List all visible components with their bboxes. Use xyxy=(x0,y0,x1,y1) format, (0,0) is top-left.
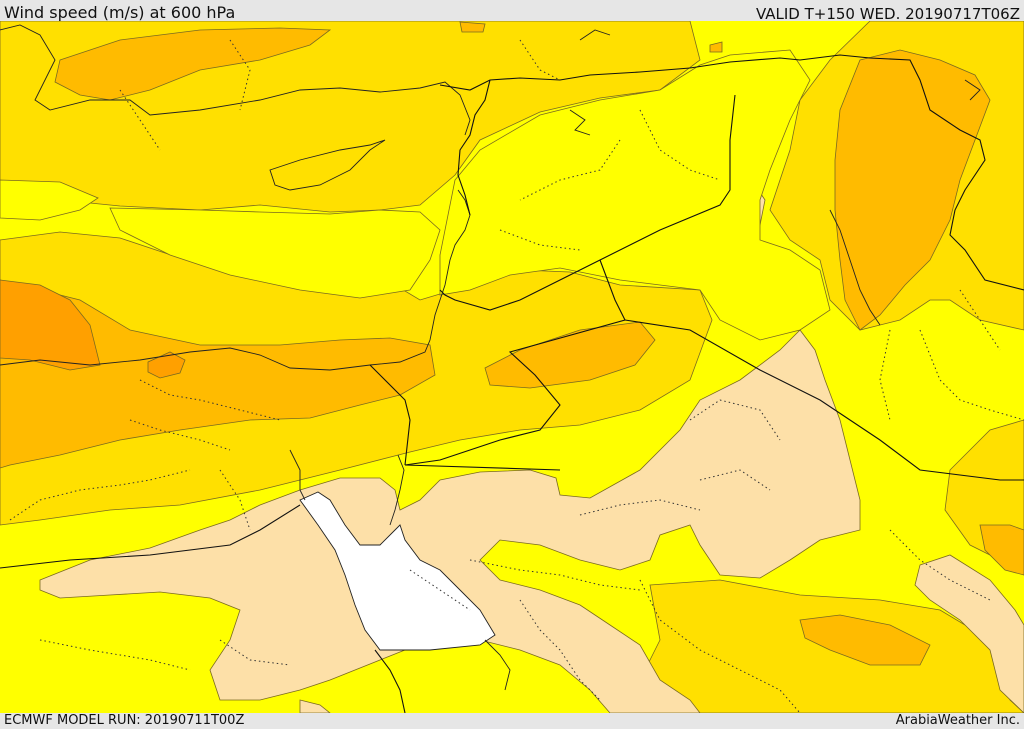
header-bar: Wind speed (m/s) at 600 hPa VALID T+150 … xyxy=(0,0,1024,23)
credit: ArabiaWeather Inc. xyxy=(895,713,1020,728)
band-dark-orange xyxy=(0,279,186,379)
band-orange xyxy=(0,21,1024,666)
red-sea xyxy=(299,491,496,651)
valid-time: VALID T+150 WED. 20190717T06Z xyxy=(755,5,1020,23)
admin-borders xyxy=(9,39,1024,713)
coastlines xyxy=(0,24,981,691)
footer-bar: ECMWF MODEL RUN: 20190711T00Z ArabiaWeat… xyxy=(0,713,1024,729)
wind-speed-map[interactable] xyxy=(0,21,1024,713)
country-borders xyxy=(0,54,1024,713)
model-run: ECMWF MODEL RUN: 20190711T00Z xyxy=(4,713,245,728)
band-yellow xyxy=(0,49,831,341)
map-title: Wind speed (m/s) at 600 hPa xyxy=(4,3,236,22)
